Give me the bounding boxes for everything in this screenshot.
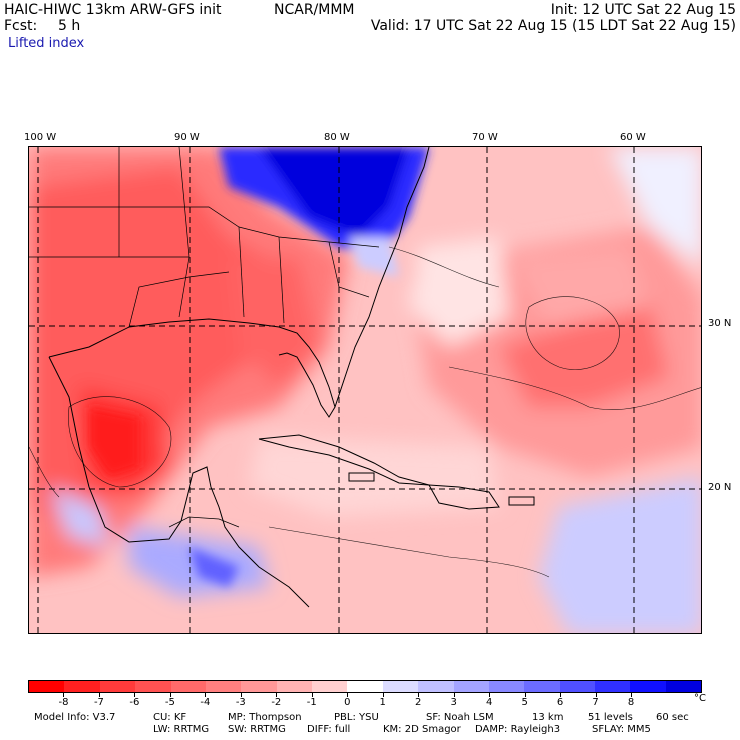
model-info-sf: SF: Noah LSM [426, 712, 494, 723]
model-info-version: Model Info: V3.7 [34, 712, 116, 723]
color-scale-label: 8 [627, 697, 635, 708]
color-scale-tick [240, 693, 242, 697]
color-scale-swatch [382, 681, 419, 692]
color-scale-tick [347, 693, 349, 697]
color-scale-tick [524, 693, 526, 697]
color-scale-swatch [665, 681, 702, 692]
color-scale-label: 0 [344, 697, 351, 708]
model-title: HAIC-HIWC 13km ARW-GFS init [4, 2, 222, 18]
lon-label-90w: 90 W [174, 132, 200, 143]
forecast-label: Fcst: [4, 18, 38, 34]
cuba-outline [258, 434, 430, 486]
color-scale-tick [63, 693, 65, 697]
color-scale-tick [489, 693, 491, 697]
mexico-coast-line [48, 356, 310, 608]
color-scale-bar [28, 680, 702, 693]
model-info-resolution: 13 km [532, 712, 564, 723]
color-scale-swatch [64, 681, 100, 692]
color-scale-label: -3 [235, 697, 246, 708]
color-scale-label: 6 [556, 697, 564, 708]
color-scale-label: 1 [379, 697, 386, 708]
color-scale-swatch [241, 681, 277, 692]
color-scale-label: -5 [164, 697, 175, 708]
color-scale-tick [631, 693, 633, 697]
east-coast-line [334, 147, 430, 408]
color-scale-swatch [630, 681, 666, 692]
color-scale-tick [205, 693, 207, 697]
color-scale-tick [560, 693, 562, 697]
color-scale-tick [382, 693, 384, 697]
init-time: Init: 12 UTC Sat 22 Aug 15 [550, 2, 736, 18]
lon-label-80w: 80 W [324, 132, 350, 143]
model-info-timestep: 60 sec [656, 712, 689, 723]
lifted-index-map [28, 146, 702, 634]
color-scale-swatch [418, 681, 454, 692]
lon-label-70w: 70 W [472, 132, 498, 143]
color-scale-swatch [170, 681, 206, 692]
color-scale-label: -7 [93, 697, 104, 708]
organization-label: NCAR/MMM [274, 2, 355, 18]
political-borders [29, 147, 380, 528]
model-info-sw: SW: RRTMG [228, 724, 286, 735]
coastlines [48, 147, 535, 608]
lat-label-30n: 30 N [708, 318, 732, 329]
lon-label-100w: 100 W [24, 132, 57, 143]
model-info-damp: DAMP: Rayleigh3 [475, 724, 561, 735]
color-scale-swatch [205, 681, 242, 692]
lat-label-20n: 20 N [708, 482, 732, 493]
model-info-cu: CU: KF [153, 712, 187, 723]
lon-label-60w: 60 W [620, 132, 646, 143]
forecast-hour: 5 h [58, 18, 81, 34]
color-scale-tick [98, 693, 100, 697]
model-info-mp: MP: Thompson [228, 712, 302, 723]
color-scale-tick [311, 693, 313, 697]
graticule [29, 147, 701, 633]
color-scale-tick [453, 693, 455, 697]
map-canvas [29, 147, 701, 633]
contour-lines [29, 246, 701, 578]
color-scale-swatch [488, 681, 525, 692]
color-scale-label: -8 [58, 697, 69, 708]
color-scale-tick [595, 693, 597, 697]
model-info-km: KM: 2D Smagor [383, 724, 461, 735]
color-scale-label: 4 [485, 697, 493, 708]
valid-time: Valid: 17 UTC Sat 22 Aug 15 (15 LDT Sat … [370, 18, 736, 34]
color-scale-swatch [347, 681, 383, 692]
color-scale-label: 5 [521, 697, 528, 708]
hispaniola-outline [428, 484, 500, 510]
color-scale-tick [134, 693, 136, 697]
color-scale-swatch [559, 681, 595, 692]
model-info-sflay: SFLAY: MM5 [592, 724, 651, 735]
field-shading-strong [89, 147, 429, 587]
color-scale-swatch [453, 681, 489, 692]
color-scale-unit: °C [694, 693, 706, 704]
puerto-rico-outline [508, 496, 535, 506]
color-scale-swatch [99, 681, 136, 692]
color-scale-label: -6 [129, 697, 140, 708]
color-scale-label: -4 [200, 697, 211, 708]
color-scale-swatch [595, 681, 631, 692]
field-name: Lifted index [8, 36, 85, 51]
color-scale-swatch [29, 681, 65, 692]
model-info-diff: DIFF: full [307, 724, 351, 735]
color-scale-swatch [312, 681, 348, 692]
color-scale-swatch [524, 681, 560, 692]
color-scale-swatch [276, 681, 312, 692]
jamaica-outline [348, 472, 375, 482]
color-scale-label: 2 [415, 697, 422, 708]
color-scale-label: 3 [450, 697, 457, 708]
color-scale-label: 7 [592, 697, 599, 708]
model-info-levels: 51 levels [588, 712, 633, 723]
color-scale-swatch [135, 681, 171, 692]
color-scale-label: -2 [271, 697, 282, 708]
cuba-south-outline [258, 438, 430, 486]
model-info-pbl: PBL: YSU [334, 712, 379, 723]
color-scale-tick [418, 693, 420, 697]
gulf-coast-line [48, 318, 336, 418]
color-scale-label: -1 [306, 697, 317, 708]
color-scale-tick [276, 693, 278, 697]
model-info-lw: LW: RRTMG [153, 724, 210, 735]
color-scale-tick [169, 693, 171, 697]
